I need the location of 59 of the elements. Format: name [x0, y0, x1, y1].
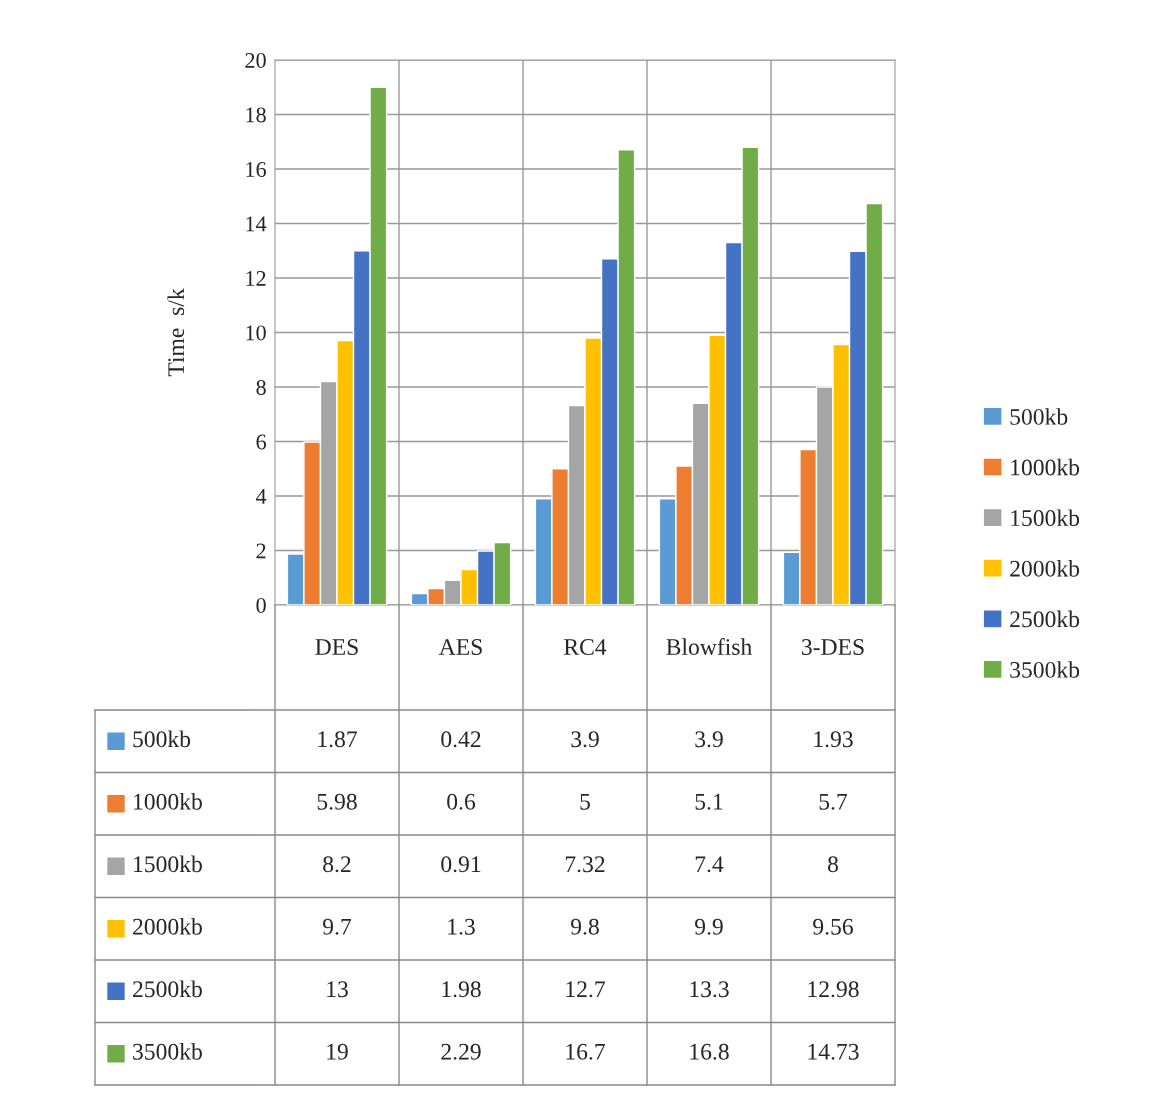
y-tick-label: 6 — [256, 434, 266, 450]
data-label: 1.93 — [814, 731, 853, 748]
data-label: 14.73 — [808, 1043, 859, 1060]
data-label: 0.42 — [441, 731, 481, 748]
legend-label: 2500kb — [1010, 610, 1080, 628]
y-tick-label: 14 — [246, 216, 267, 232]
y-tick-label: 2 — [256, 543, 266, 559]
x-tick-label: 3-DES — [801, 639, 864, 655]
data-label: 5.1 — [695, 793, 723, 810]
data-label: 3.9 — [571, 731, 599, 748]
data-label: 0.6 — [447, 793, 476, 810]
legend-label: 500kb — [133, 730, 191, 748]
y-tick-label: 12 — [246, 270, 266, 286]
data-label: 9.7 — [323, 918, 352, 935]
y-tick-label: 20 — [245, 52, 266, 68]
data-label: 0.91 — [441, 856, 481, 873]
legend-label: 2000kb — [1010, 560, 1080, 577]
legend-label: 1000kb — [1011, 458, 1080, 476]
data-label: 12.7 — [566, 981, 605, 998]
text: 2000kb — [133, 918, 202, 935]
data-label: 3.9 — [695, 731, 723, 748]
data-label: 9.8 — [571, 918, 599, 935]
y-axis-title: Time s/k — [167, 288, 185, 377]
legend-label: 1500kb — [1011, 509, 1080, 527]
data-label: 13.3 — [690, 981, 729, 998]
y-tick-label: 10 — [246, 325, 266, 341]
data-label: 5 — [580, 793, 590, 810]
data-label: 1.98 — [442, 981, 481, 998]
data-label: 8.2 — [323, 856, 351, 873]
y-tick-label: 16 — [246, 161, 266, 177]
y-tick-label: 8 — [256, 379, 266, 395]
data-label: 1.3 — [448, 918, 475, 935]
text: 1000kb — [134, 793, 202, 810]
data-label: 19 — [327, 1043, 348, 1060]
y-tick-label: 18 — [246, 107, 266, 123]
text: 2500kb — [133, 980, 202, 998]
x-tick-label: RC4 — [564, 639, 607, 655]
data-label: 8 — [828, 856, 838, 873]
data-label: 9.56 — [813, 918, 853, 935]
data-label: 7.32 — [565, 856, 605, 873]
data-label: 5.98 — [317, 793, 357, 810]
data-label: 12.98 — [808, 981, 859, 998]
x-tick-label: Blowfish — [666, 638, 752, 655]
x-tick-label: AES — [438, 639, 482, 655]
data-label: 2.29 — [441, 1043, 481, 1060]
data-label: 1.87 — [318, 731, 357, 748]
legend-label: 3500kb — [1010, 661, 1080, 678]
x-tick-label: DES — [315, 639, 358, 655]
data-label: 16.7 — [566, 1043, 605, 1060]
y-tick-label: 4 — [255, 489, 267, 504]
text: 1500kb — [134, 855, 202, 873]
data-label: 9.9 — [695, 918, 723, 935]
text: 500kb — [1010, 408, 1068, 425]
data-label: 16.8 — [690, 1043, 729, 1060]
text: 3500kb — [133, 1043, 202, 1060]
data-label: 7.4 — [695, 856, 724, 873]
data-label: 13 — [327, 981, 348, 998]
y-tick-label: 0 — [256, 597, 266, 613]
data-label: 5.7 — [819, 793, 848, 810]
